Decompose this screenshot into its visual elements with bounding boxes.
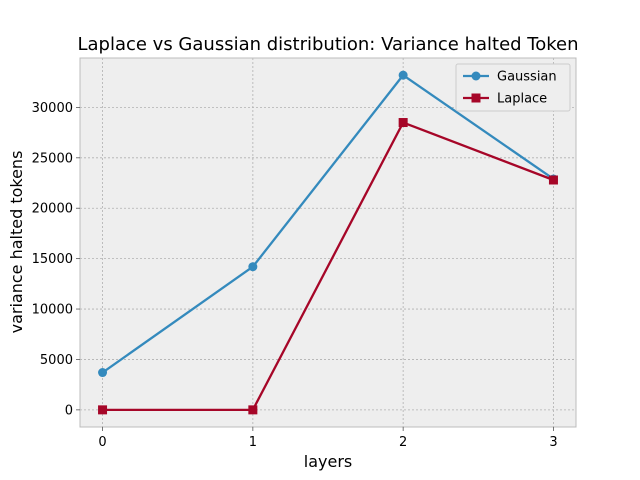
plot-frame — [79, 57, 577, 428]
data-point-laplace — [248, 405, 258, 415]
y-axis-label: variance halted tokens — [7, 151, 26, 334]
data-point-gaussian — [248, 262, 258, 272]
legend-marker-gaussian — [471, 71, 481, 81]
data-point-laplace — [548, 175, 558, 185]
plot-area — [80, 58, 576, 427]
legend-label-laplace: Laplace — [497, 92, 547, 107]
y-tick-label: 5000 — [40, 353, 73, 368]
y-tick-label: 25000 — [32, 151, 73, 166]
legend-label-gaussian: Gaussian — [497, 70, 557, 85]
legend-marker-laplace — [471, 93, 481, 103]
y-tick-label: 10000 — [32, 303, 73, 318]
data-point-gaussian — [98, 368, 108, 378]
x-tick-labels: 0 1 2 3 — [98, 427, 558, 450]
y-tick-label: 15000 — [32, 252, 73, 267]
x-axis-label: layers — [304, 452, 352, 471]
chart-title: Laplace vs Gaussian distribution: Varian… — [77, 34, 578, 55]
legend: Gaussian Laplace — [455, 63, 571, 112]
x-tick-label: 2 — [399, 435, 407, 450]
data-point-gaussian — [398, 70, 408, 80]
x-tick-label: 1 — [249, 435, 257, 450]
data-point-laplace — [98, 405, 108, 415]
series-line-laplace — [102, 121, 554, 412]
series-line-gaussian — [101, 73, 555, 374]
y-tick-label: 20000 — [32, 202, 73, 217]
y-tick-label: 0 — [65, 403, 73, 418]
series-laplace — [98, 118, 558, 415]
data-point-laplace — [398, 118, 408, 128]
y-tick-label: 30000 — [32, 101, 73, 116]
x-tick-label: 0 — [98, 435, 106, 450]
series-layer — [98, 70, 558, 415]
y-tick-labels: 0 5000 10000 15000 20000 25000 30000 — [32, 101, 80, 418]
x-tick-label: 3 — [549, 435, 557, 450]
